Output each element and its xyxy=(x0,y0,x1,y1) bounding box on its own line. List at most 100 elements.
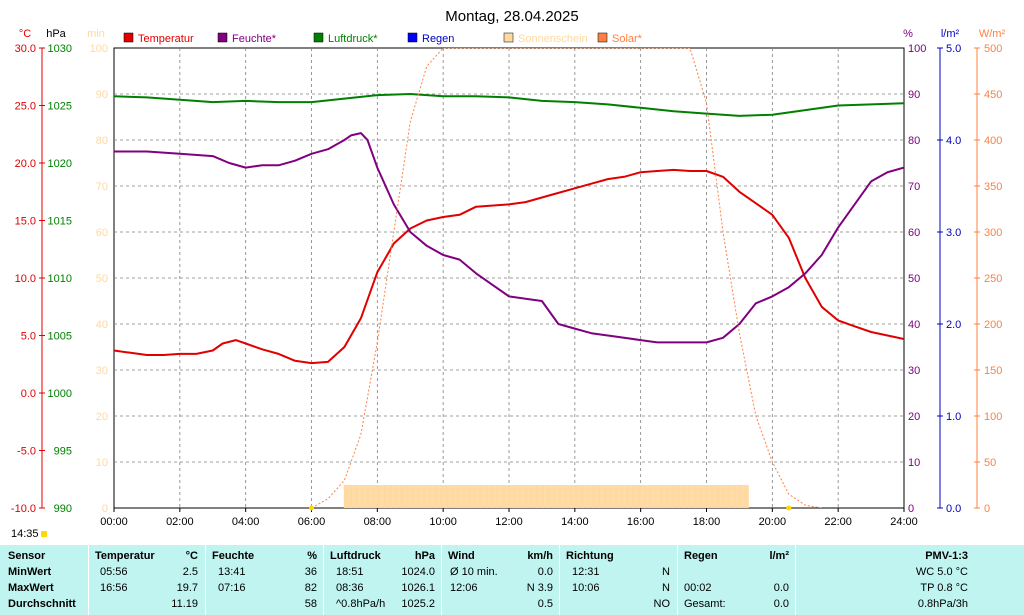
x-tick-label: 18:00 xyxy=(693,516,721,528)
header-pressure: Luftdruck xyxy=(330,550,381,562)
axis-tick-label-temp: 15.0 xyxy=(15,216,36,228)
stats-rain-value: 0.0 xyxy=(773,582,789,594)
x-tick-label: 12:00 xyxy=(495,516,523,528)
header-wind-unit: km/h xyxy=(527,550,553,562)
stats-direction-time: 12:31 xyxy=(572,566,600,578)
stats-pmv-value: WC 5.0 °C xyxy=(915,566,968,578)
stats-direction-time: 10:06 xyxy=(572,582,600,594)
axis-unit-press: hPa xyxy=(46,28,66,40)
axis-tick-label-solar: 150 xyxy=(984,365,1002,377)
legend-label: Sonnenschein xyxy=(518,33,588,45)
axis-tick-label-rain: 5.0 xyxy=(946,43,961,55)
stats-row-label: MaxWert xyxy=(8,582,54,594)
stats-temperature-time: 05:56 xyxy=(100,566,128,578)
axis-tick-label-sun: 0 xyxy=(102,503,108,515)
header-rain: Regen xyxy=(684,550,718,562)
column-separator xyxy=(559,545,560,615)
header-rain-unit: l/m² xyxy=(769,550,789,562)
stats-row-label: MinWert xyxy=(8,566,52,578)
stats-humidity-value: 82 xyxy=(304,582,317,594)
legend-label: Luftdruck* xyxy=(328,33,378,45)
stats-temperature-value: 2.5 xyxy=(182,566,198,578)
axis-tick-label-sun: 100 xyxy=(90,43,108,55)
axis-tick-label-solar: 250 xyxy=(984,273,1002,285)
series-feuchte xyxy=(114,132,904,344)
axis-tick-label-hum: 90 xyxy=(908,89,920,101)
stats-humidity-time: 13:41 xyxy=(218,566,246,578)
chart-title: Montag, 28.04.2025 xyxy=(445,8,578,25)
stats-wind-value: 0.0 xyxy=(537,566,553,578)
series-temperatur xyxy=(114,168,904,365)
stats-pmv-value: TP 0.8 °C xyxy=(920,582,968,594)
axis-tick-label-solar: 500 xyxy=(984,43,1002,55)
axis-tick-label-rain: 2.0 xyxy=(946,319,961,331)
axis-tick-label-temp: 30.0 xyxy=(15,43,36,55)
x-tick-label: 14:00 xyxy=(561,516,589,528)
axis-tick-label-press: 1020 xyxy=(48,158,72,170)
header-humidity: Feuchte xyxy=(212,550,255,562)
axis-tick-label-hum: 60 xyxy=(908,227,920,239)
legend-swatch xyxy=(597,32,608,43)
stats-pressure-time: 08:36 xyxy=(336,582,364,594)
axis-tick-label-solar: 300 xyxy=(984,227,1002,239)
axis-tick-label-hum: 30 xyxy=(908,365,920,377)
stats-temperature-value: 11.19 xyxy=(171,598,198,610)
sunrise-marker xyxy=(309,505,314,511)
axis-tick-label-rain: 1.0 xyxy=(946,411,961,423)
axis-tick-label-sun: 40 xyxy=(96,319,108,331)
stats-direction-value: NO xyxy=(653,598,671,610)
x-tick-label: 04:00 xyxy=(232,516,260,528)
axis-tick-label-hum: 100 xyxy=(908,43,926,55)
legend-swatch xyxy=(217,32,228,43)
axis-tick-label-temp: 20.0 xyxy=(15,158,36,170)
stats-pressure-value: 1026.1 xyxy=(401,582,435,594)
header-pressure-unit: hPa xyxy=(414,550,435,562)
axis-tick-label-sun: 10 xyxy=(96,457,108,469)
axis-unit-hum: % xyxy=(903,28,913,40)
axis-tick-label-press: 995 xyxy=(54,446,72,458)
sunset-marker xyxy=(786,505,792,511)
axis-tick-label-press: 1015 xyxy=(48,216,72,228)
column-separator xyxy=(323,545,324,615)
series-luftdruck xyxy=(114,93,904,117)
stats-pressure-value: 1025.2 xyxy=(401,598,435,610)
stats-rain-value: 0.0 xyxy=(773,598,789,610)
axis-tick-label-hum: 50 xyxy=(908,273,920,285)
series-line xyxy=(114,132,904,344)
legend-label: Regen xyxy=(422,33,454,45)
stats-wind-value: 0.5 xyxy=(537,598,553,610)
axis-unit-rain: l/m² xyxy=(941,28,960,40)
column-separator xyxy=(795,545,796,615)
axis-tick-label-sun: 60 xyxy=(96,227,108,239)
legend-label: Temperatur xyxy=(138,33,194,45)
series-line xyxy=(114,168,904,365)
stats-wind-time: Ø 10 min. xyxy=(450,566,498,578)
axis-tick-label-hum: 20 xyxy=(908,411,920,423)
current-time: 14:35 xyxy=(11,528,39,540)
axis-tick-label-hum: 10 xyxy=(908,457,920,469)
header-direction: Richtung xyxy=(566,550,614,562)
axis-tick-label-solar: 100 xyxy=(984,411,1002,423)
axis-unit-solar: W/m² xyxy=(979,28,1006,40)
axis-tick-label-sun: 30 xyxy=(96,365,108,377)
x-tick-label: 22:00 xyxy=(824,516,852,528)
header-wind: Wind xyxy=(448,550,475,562)
axis-tick-label-press: 1005 xyxy=(48,331,72,343)
axis-tick-label-temp: -10.0 xyxy=(11,503,36,515)
axis-tick-label-solar: 0 xyxy=(984,503,990,515)
axis-tick-label-hum: 40 xyxy=(908,319,920,331)
legend-swatch xyxy=(503,32,514,43)
series-solar xyxy=(311,48,822,508)
column-separator xyxy=(88,545,89,615)
header-temperature-unit: °C xyxy=(185,550,198,562)
header-sensor: Sensor xyxy=(8,550,46,562)
axis-tick-label-hum: 0 xyxy=(908,503,914,515)
stats-rain-time: 00:02 xyxy=(684,582,712,594)
current-time-marker xyxy=(41,531,47,537)
legend-label: Solar* xyxy=(612,33,643,45)
legend-swatch xyxy=(407,32,418,43)
stats-wind-time: 12:06 xyxy=(450,582,478,594)
axis-tick-label-sun: 20 xyxy=(96,411,108,423)
legend-label: Feuchte* xyxy=(232,33,277,45)
